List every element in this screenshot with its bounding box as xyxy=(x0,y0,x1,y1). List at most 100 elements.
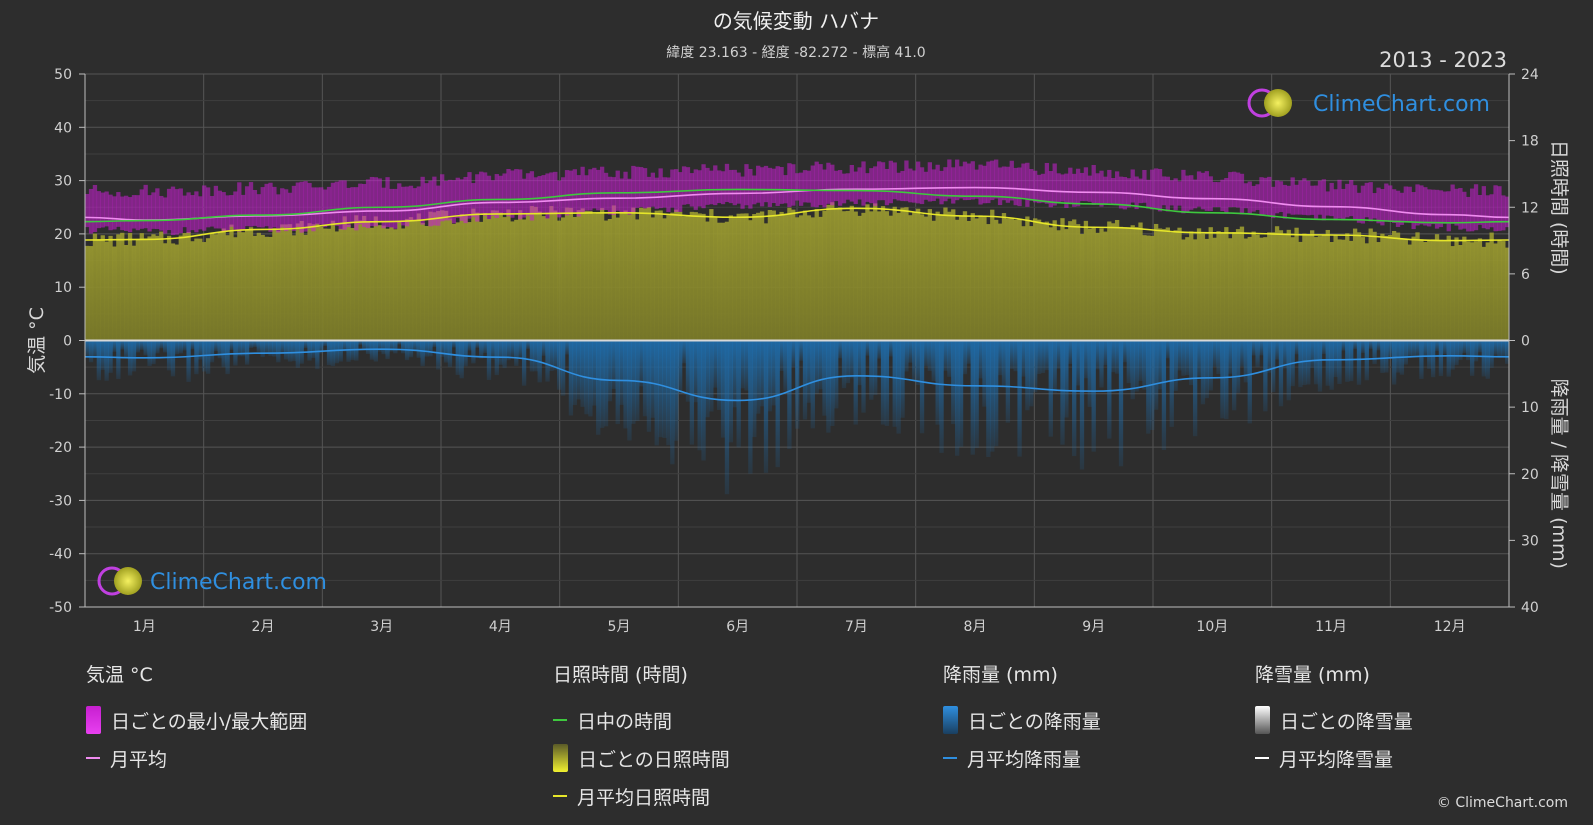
sunshine-bar xyxy=(666,215,671,341)
sunshine-bar xyxy=(1064,229,1069,341)
temp-range-bar xyxy=(1364,182,1369,218)
temp-range-bar xyxy=(420,176,425,225)
rain-bar xyxy=(272,340,277,357)
sunshine-bar xyxy=(237,230,242,341)
rain-bar xyxy=(319,340,324,354)
sunshine-bar xyxy=(295,223,300,341)
legend-label: 月平均 xyxy=(110,748,168,771)
rain-bar xyxy=(740,340,745,389)
temp-range-bar xyxy=(104,191,109,227)
rain-bar xyxy=(1122,340,1128,363)
rain-bar xyxy=(1477,340,1483,353)
rain-bar xyxy=(131,340,137,372)
rain-bar xyxy=(361,340,367,351)
sunshine-bar xyxy=(307,223,312,341)
temp-range-bar xyxy=(638,167,644,207)
sunshine-bar xyxy=(1228,238,1233,341)
sunshine-bar xyxy=(767,209,773,341)
rain-bar xyxy=(631,340,636,424)
rain-bar xyxy=(1419,340,1424,379)
rain-bar xyxy=(1005,340,1011,423)
sunshine-bar xyxy=(892,206,897,341)
rain-bar xyxy=(1118,340,1124,467)
sunshine-bar xyxy=(1489,232,1494,341)
y3-tick-label: 10 xyxy=(1521,400,1539,416)
rain-bar xyxy=(85,340,90,357)
sunshine-bar xyxy=(1356,232,1362,341)
sunshine-bar xyxy=(545,218,550,341)
sunshine-bar xyxy=(1497,239,1502,341)
temp-range-bar xyxy=(365,179,371,229)
sunshine-bar xyxy=(834,208,839,341)
rain-bar xyxy=(955,340,960,456)
temp-range-bar xyxy=(603,172,609,210)
sunshine-bar xyxy=(248,227,254,341)
sunshine-bar xyxy=(194,238,199,341)
temp-range-bar xyxy=(221,192,226,233)
rain-bar xyxy=(241,340,246,357)
temp-range-bar xyxy=(1337,179,1342,219)
brand-text-top: ClimeChart.com xyxy=(1313,92,1490,117)
sunshine-bar xyxy=(1017,218,1022,341)
temp-range-bar xyxy=(393,188,398,229)
sunshine-bar xyxy=(1329,241,1334,341)
temp-range-bar xyxy=(518,169,523,220)
temp-range-bar xyxy=(642,168,648,209)
sunshine-bar xyxy=(521,219,527,341)
sunshine-bar xyxy=(904,207,909,341)
temp-range-bar xyxy=(576,175,581,217)
rain-bar xyxy=(939,340,944,453)
temp-range-bar xyxy=(1415,184,1420,226)
temp-range-bar xyxy=(377,178,382,223)
sunshine-bar xyxy=(537,211,542,341)
legend-title-snow: 降雪量 (mm) xyxy=(1255,664,1370,686)
rain-bar xyxy=(1434,340,1440,352)
temp-range-bar xyxy=(541,175,546,213)
sunshine-bar xyxy=(1477,238,1483,341)
sunshine-bar xyxy=(623,210,628,341)
temp-range-bar xyxy=(225,195,230,231)
rain-bar xyxy=(853,340,858,425)
sunshine-bar xyxy=(701,213,706,341)
rain-bar xyxy=(1029,340,1034,407)
rain-bar xyxy=(880,340,886,425)
rain-bar xyxy=(553,340,558,371)
rain-bar xyxy=(1095,340,1100,370)
temp-range-bar xyxy=(1083,167,1089,202)
temp-range-bar xyxy=(198,196,203,230)
rain-bar xyxy=(143,340,148,356)
rain-bar xyxy=(1036,340,1042,374)
temp-range-bar xyxy=(845,173,851,200)
sunshine-bar xyxy=(354,215,359,341)
temp-range-bar xyxy=(1165,176,1170,212)
sunshine-bar xyxy=(264,236,269,341)
rain-bar xyxy=(904,340,909,372)
rain-bar xyxy=(248,340,254,348)
legend-sunshine: 日照時間 (時間) 日中の時間 日ごとの日照時間 月平均日照時間 xyxy=(553,660,730,815)
x-tick-label: 7月 xyxy=(845,619,868,635)
rain-bar xyxy=(459,340,464,379)
rain-bar xyxy=(919,340,925,434)
sunshine-bar xyxy=(338,228,343,341)
sunshine-bar xyxy=(174,244,180,341)
rain-bar xyxy=(896,340,901,434)
rain-bar xyxy=(1411,340,1416,358)
rain-bar xyxy=(771,340,776,406)
rain-bar xyxy=(931,340,936,382)
sunshine-bar xyxy=(1060,218,1065,341)
rain-avg-line xyxy=(85,348,1509,402)
temp-range-bar xyxy=(143,184,148,229)
rain-bar xyxy=(295,340,300,368)
logo-sun-icon xyxy=(114,567,142,595)
temp-range-bar xyxy=(436,185,441,226)
temp-range-bar xyxy=(233,191,238,230)
legend-item: 日ごとの降雨量 xyxy=(943,701,1101,739)
rain-bar xyxy=(662,340,667,438)
rain-bar xyxy=(1072,340,1077,457)
temp-range-bar xyxy=(853,171,858,205)
rain-bar xyxy=(330,340,336,367)
sunshine-bar xyxy=(92,233,98,341)
sunshine-bar xyxy=(385,228,390,341)
sunshine-bar xyxy=(451,223,457,341)
rain-bar xyxy=(974,340,979,448)
